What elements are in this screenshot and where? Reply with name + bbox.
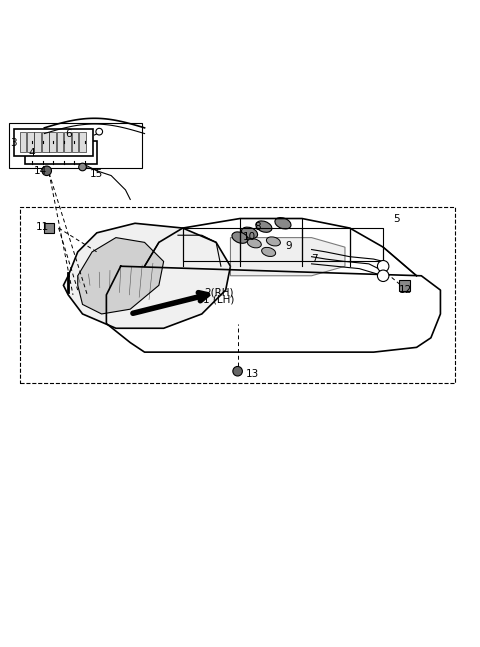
Circle shape: [153, 339, 174, 360]
Text: 9: 9: [285, 241, 292, 251]
Text: 2(RH): 2(RH): [204, 287, 233, 298]
Circle shape: [233, 366, 242, 376]
Polygon shape: [302, 228, 350, 261]
Polygon shape: [230, 237, 345, 276]
Text: 11: 11: [36, 222, 49, 232]
Ellipse shape: [232, 232, 248, 243]
Circle shape: [364, 331, 402, 369]
FancyBboxPatch shape: [79, 132, 86, 152]
Ellipse shape: [247, 239, 261, 248]
Polygon shape: [118, 295, 144, 324]
Text: 10: 10: [242, 232, 255, 241]
Ellipse shape: [256, 221, 272, 232]
Text: 4: 4: [29, 148, 35, 158]
Circle shape: [79, 163, 86, 171]
Text: 3: 3: [11, 138, 17, 148]
Circle shape: [377, 270, 389, 281]
Text: 8: 8: [254, 222, 261, 232]
Circle shape: [42, 166, 51, 175]
FancyBboxPatch shape: [44, 223, 54, 234]
FancyBboxPatch shape: [27, 132, 34, 152]
FancyBboxPatch shape: [25, 141, 97, 164]
FancyBboxPatch shape: [57, 132, 63, 152]
Text: 5: 5: [393, 214, 399, 225]
FancyBboxPatch shape: [14, 129, 94, 155]
Text: 6: 6: [65, 129, 72, 139]
Text: 15: 15: [90, 169, 103, 179]
Polygon shape: [240, 228, 302, 261]
Polygon shape: [78, 237, 164, 314]
FancyBboxPatch shape: [399, 280, 410, 291]
Text: 1 (LH): 1 (LH): [203, 294, 234, 305]
Ellipse shape: [262, 247, 276, 256]
FancyBboxPatch shape: [42, 132, 48, 152]
FancyBboxPatch shape: [72, 132, 78, 152]
Ellipse shape: [241, 227, 258, 239]
Text: 14: 14: [34, 166, 47, 176]
Polygon shape: [183, 228, 240, 261]
Text: 12: 12: [398, 285, 412, 295]
Circle shape: [96, 128, 103, 135]
FancyBboxPatch shape: [20, 132, 26, 152]
Polygon shape: [107, 266, 135, 304]
FancyBboxPatch shape: [64, 132, 71, 152]
Text: 13: 13: [246, 369, 260, 378]
Polygon shape: [350, 228, 383, 261]
Ellipse shape: [275, 217, 291, 229]
Polygon shape: [63, 223, 230, 328]
Circle shape: [372, 339, 394, 360]
FancyBboxPatch shape: [35, 132, 41, 152]
Text: 7: 7: [311, 254, 317, 264]
FancyBboxPatch shape: [49, 132, 56, 152]
Circle shape: [377, 261, 389, 272]
Ellipse shape: [266, 237, 280, 246]
FancyBboxPatch shape: [21, 206, 455, 383]
Polygon shape: [159, 228, 183, 266]
Circle shape: [144, 331, 183, 369]
